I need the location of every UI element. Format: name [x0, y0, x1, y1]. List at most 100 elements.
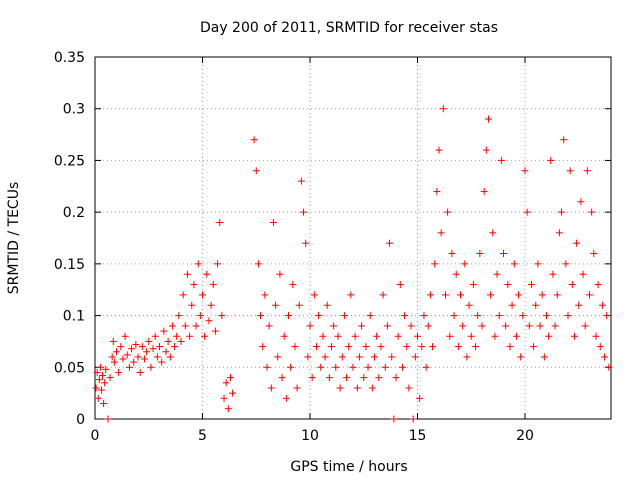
data-point — [592, 332, 600, 340]
data-point — [515, 291, 523, 299]
data-point — [302, 239, 310, 247]
data-point — [95, 376, 103, 384]
data-point — [450, 312, 458, 320]
data-point — [136, 368, 144, 376]
data-point — [373, 332, 381, 340]
data-point — [347, 291, 355, 299]
data-point — [407, 322, 415, 330]
data-point — [390, 415, 398, 423]
data-point — [459, 322, 467, 330]
data-point — [392, 374, 400, 382]
data-point — [375, 374, 383, 382]
data-point — [448, 250, 456, 258]
data-point — [343, 374, 351, 382]
data-point — [388, 353, 396, 361]
data-point — [259, 343, 267, 351]
data-point — [566, 167, 574, 175]
data-point — [476, 250, 484, 258]
data-point — [158, 358, 166, 366]
data-point — [508, 301, 516, 309]
data-point — [461, 260, 469, 268]
data-point — [371, 353, 378, 361]
data-point — [484, 115, 492, 123]
data-point — [588, 208, 596, 216]
data-point — [465, 301, 473, 309]
data-point — [579, 270, 587, 278]
data-point — [140, 355, 148, 363]
data-point — [323, 301, 331, 309]
data-point — [291, 343, 299, 351]
data-point — [117, 343, 125, 351]
data-point — [381, 363, 389, 371]
data-point — [403, 343, 411, 351]
data-point — [555, 229, 563, 237]
data-point — [519, 312, 527, 320]
data-point — [250, 136, 258, 144]
data-point — [553, 291, 561, 299]
data-point — [188, 301, 196, 309]
data-point — [186, 332, 194, 340]
data-point — [364, 363, 372, 371]
data-point — [495, 312, 503, 320]
data-point — [502, 322, 510, 330]
x-tick-label: 5 — [198, 428, 207, 444]
data-point — [489, 229, 497, 237]
data-point — [345, 343, 353, 351]
data-point — [446, 332, 454, 340]
data-point — [360, 374, 368, 382]
x-axis-label: GPS time / hours — [290, 459, 407, 475]
data-point — [261, 291, 269, 299]
data-point — [130, 358, 138, 366]
data-point — [394, 332, 402, 340]
data-point — [386, 239, 394, 247]
data-point — [525, 322, 533, 330]
data-point — [594, 281, 602, 289]
data-point — [560, 136, 568, 144]
data-point — [207, 301, 215, 309]
data-point — [366, 312, 374, 320]
data-point — [512, 332, 520, 340]
data-point — [332, 363, 340, 371]
x-tick-label: 0 — [91, 428, 100, 444]
data-point — [132, 341, 140, 349]
data-point — [128, 345, 136, 353]
data-point — [108, 353, 116, 361]
data-point — [218, 312, 226, 320]
data-point — [192, 322, 200, 330]
data-point — [92, 384, 100, 392]
y-axis-label: SRMTID / TECUs — [6, 182, 22, 295]
data-point — [317, 363, 325, 371]
data-point — [194, 260, 202, 268]
data-point — [125, 363, 133, 371]
data-point — [196, 312, 204, 320]
data-point — [216, 218, 224, 226]
data-point — [583, 167, 591, 175]
data-point — [106, 374, 114, 382]
data-point — [151, 332, 159, 340]
data-point — [379, 291, 387, 299]
data-point — [319, 332, 327, 340]
data-point — [267, 384, 275, 392]
data-point — [405, 384, 413, 392]
data-point — [110, 358, 118, 366]
x-tick-label: 15 — [409, 428, 427, 444]
data-point — [338, 353, 346, 361]
data-point — [545, 332, 553, 340]
data-point — [383, 322, 391, 330]
data-point — [491, 332, 499, 340]
data-point — [433, 187, 441, 195]
data-point — [308, 374, 316, 382]
data-point — [521, 167, 529, 175]
data-point — [358, 322, 366, 330]
data-point — [575, 301, 583, 309]
data-point — [274, 353, 282, 361]
data-point — [121, 332, 129, 340]
data-point — [190, 281, 198, 289]
data-point — [164, 337, 172, 345]
data-point — [257, 312, 265, 320]
data-point — [500, 250, 507, 258]
data-point — [510, 260, 518, 268]
data-point — [209, 281, 217, 289]
data-point — [156, 343, 163, 351]
data-point — [420, 312, 428, 320]
